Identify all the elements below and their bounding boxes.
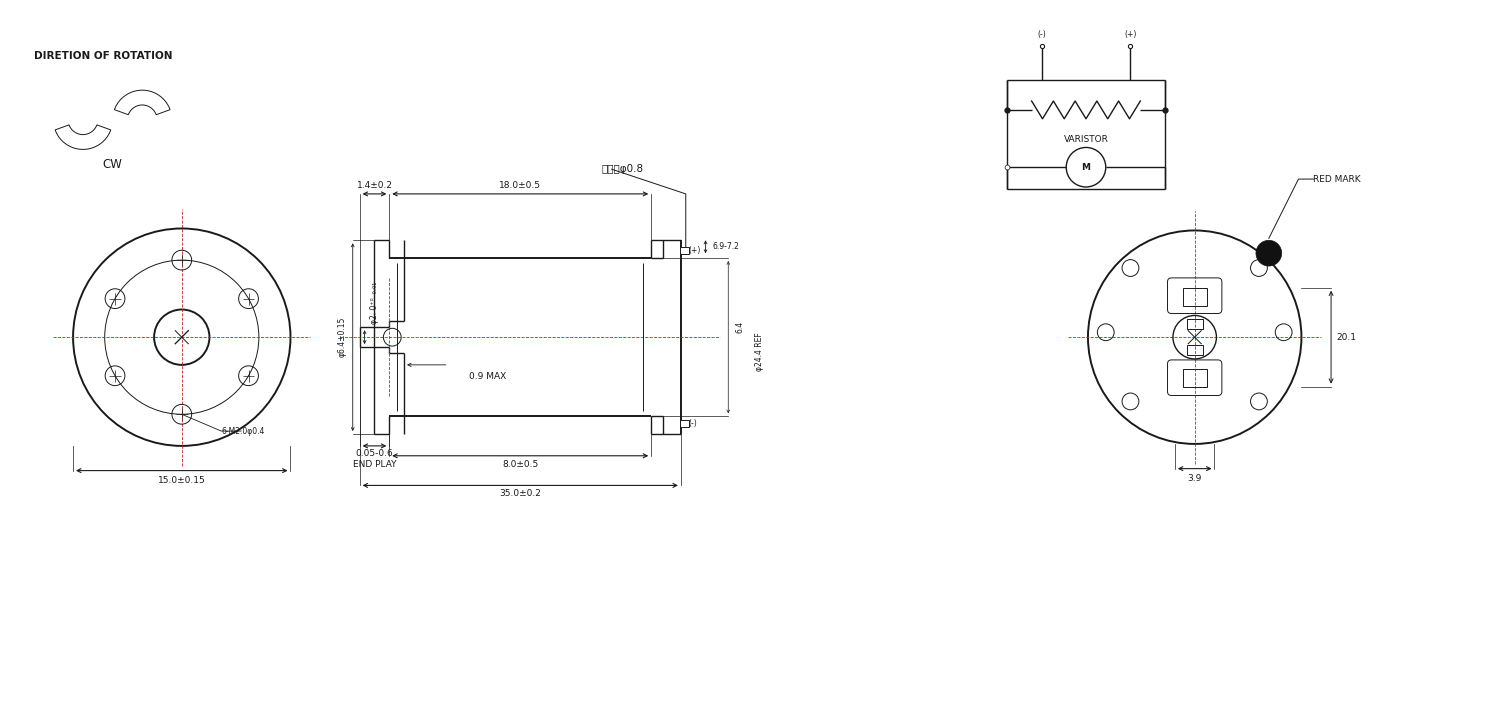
Circle shape: [1256, 240, 1281, 266]
Text: (+): (+): [1125, 30, 1137, 39]
Bar: [680, 420, 688, 427]
Text: DIRETION OF ROTATION: DIRETION OF ROTATION: [33, 51, 172, 61]
Text: (-): (-): [1036, 30, 1046, 39]
Text: (-): (-): [688, 419, 698, 428]
Bar: [1184, 288, 1206, 305]
Text: 8.0±0.5: 8.0±0.5: [503, 460, 538, 469]
Text: φ2. 0⁺⁰₋₀.₀₁: φ2. 0⁺⁰₋₀.₀₁: [370, 281, 380, 324]
Text: 20.1: 20.1: [1336, 333, 1356, 341]
Bar: [1184, 369, 1206, 387]
Text: 0.9 MAX: 0.9 MAX: [470, 372, 507, 381]
Text: 6.9-7.2: 6.9-7.2: [712, 243, 740, 251]
Text: φ24.4 REF: φ24.4 REF: [754, 332, 764, 371]
Text: 端子孔φ0.8: 端子孔φ0.8: [602, 164, 644, 174]
Text: 3.9: 3.9: [1188, 474, 1202, 483]
Bar: [1186, 320, 1203, 329]
Text: 18.0±0.5: 18.0±0.5: [500, 181, 542, 190]
Text: RED MARK: RED MARK: [1314, 175, 1360, 184]
Text: 15.0±0.15: 15.0±0.15: [158, 476, 206, 484]
Text: M: M: [1082, 163, 1090, 172]
Text: 35.0±0.2: 35.0±0.2: [500, 489, 542, 498]
Text: 6-M2.0φ0.4: 6-M2.0φ0.4: [222, 426, 264, 436]
Text: 1.4±0.2: 1.4±0.2: [357, 181, 393, 190]
Text: φ6.4±0.15: φ6.4±0.15: [338, 317, 346, 357]
Text: CW: CW: [102, 158, 123, 171]
Text: VARISTOR: VARISTOR: [1064, 135, 1108, 144]
Bar: [1186, 345, 1203, 355]
Text: 6.4: 6.4: [735, 321, 744, 334]
Bar: [680, 247, 688, 255]
Text: END PLAY: END PLAY: [352, 460, 396, 469]
Text: (+): (+): [688, 246, 700, 255]
Text: 0.05-0.6: 0.05-0.6: [356, 449, 393, 458]
